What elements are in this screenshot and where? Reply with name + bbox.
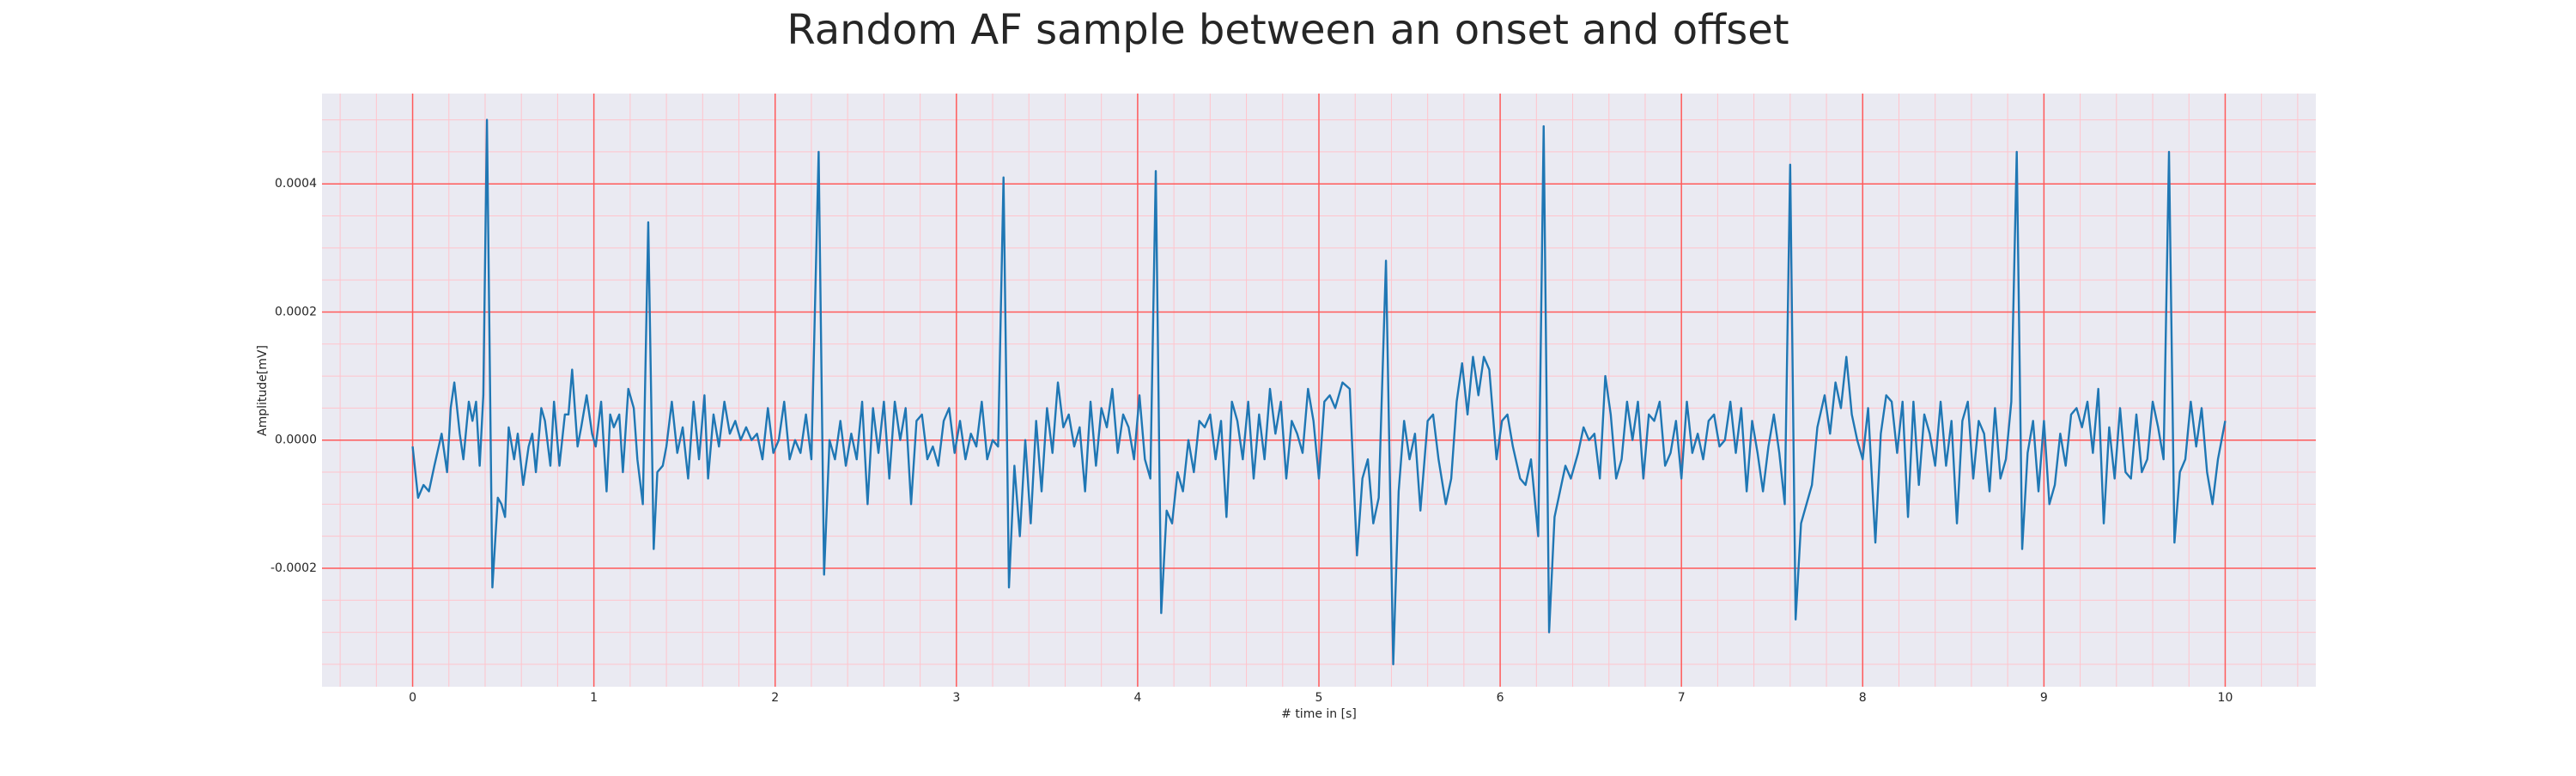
- grid: [322, 94, 2316, 687]
- x-tick-label: 1: [590, 691, 598, 705]
- x-tick-label: 3: [952, 691, 960, 705]
- signal-line: [411, 118, 2227, 666]
- x-tick-label: 8: [1859, 691, 1867, 705]
- y-axis-label: Amplitude[mV]: [256, 345, 270, 436]
- plot: [411, 118, 2227, 666]
- x-tick-label: 9: [2040, 691, 2048, 705]
- labels: 0 1 2 3 4 5 6 7 8 9 10 -0.0002 0.0000 0.0002 0.0004: [270, 177, 2233, 705]
- x-axis-label: # time in [s]: [1281, 707, 1357, 721]
- x-tick-label: 6: [1497, 691, 1504, 705]
- x-tick-label: 7: [1678, 691, 1686, 705]
- chart-title: Random AF sample between an onset and of…: [787, 6, 1789, 54]
- x-tick-label: 2: [771, 691, 779, 705]
- x-tick-label: 10: [2218, 691, 2233, 705]
- y-tick-label: -0.0002: [270, 561, 317, 575]
- y-tick-label: 0.0000: [275, 433, 317, 447]
- x-tick-label: 0: [409, 691, 416, 705]
- y-tick-label: 0.0004: [275, 177, 317, 191]
- x-tick-label: 4: [1133, 691, 1141, 705]
- x-tick-label: 5: [1315, 691, 1323, 705]
- y-tick-label: 0.0002: [275, 305, 317, 318]
